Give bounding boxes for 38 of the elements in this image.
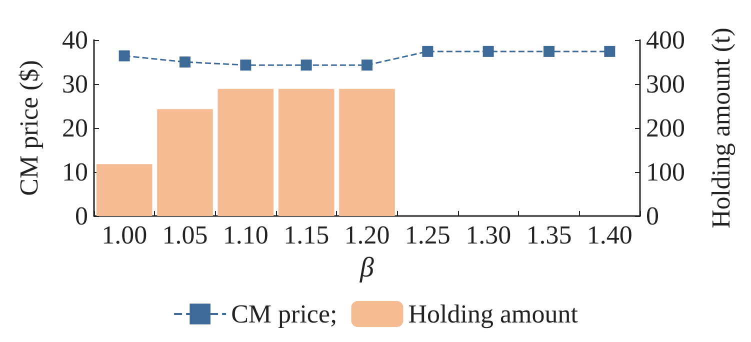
y2-tick-label: 100: [646, 158, 685, 186]
y-axis-title: CM price ($): [14, 60, 44, 196]
point: [180, 56, 190, 68]
point: [362, 60, 372, 71]
bar: [96, 164, 152, 216]
point: [118, 50, 130, 62]
point: [422, 46, 434, 57]
point: [240, 60, 252, 71]
y2-tick-label: 200: [646, 114, 685, 142]
y-tick-label: 40: [62, 26, 88, 54]
y2-axis-title: Holding amount (t): [706, 28, 736, 228]
y2-tick-label: 0: [646, 202, 659, 230]
legend-label: Holding amount: [408, 300, 579, 328]
y-tick-label: 10: [62, 158, 88, 186]
point: [544, 46, 554, 57]
x-tick-label: 1.25: [404, 220, 450, 250]
y-tick-label: 0: [75, 202, 88, 230]
y-tick-label: 20: [62, 114, 88, 142]
x-tick-label: 1.40: [586, 220, 632, 250]
x-axis-title: β: [359, 252, 374, 284]
y2-tick-label: 400: [646, 26, 685, 54]
point: [300, 60, 312, 71]
y-tick-label: 30: [62, 70, 88, 98]
legend-label: CM price;: [231, 300, 338, 328]
bar: [157, 109, 213, 216]
bar: [278, 88, 334, 216]
point: [482, 46, 494, 57]
x-tick-label: 1.20: [344, 220, 390, 250]
bar: [218, 88, 274, 216]
y2-tick-label: 300: [646, 70, 685, 98]
x-tick-label: 1.35: [526, 220, 572, 250]
bar: [339, 88, 395, 216]
x-tick-label: 1.15: [284, 220, 330, 250]
x-tick-label: 1.10: [222, 220, 268, 250]
x-tick-label: 1.00: [102, 220, 148, 250]
point: [604, 46, 616, 57]
x-tick-label: 1.05: [162, 220, 208, 250]
x-tick-label: 1.30: [466, 220, 512, 250]
